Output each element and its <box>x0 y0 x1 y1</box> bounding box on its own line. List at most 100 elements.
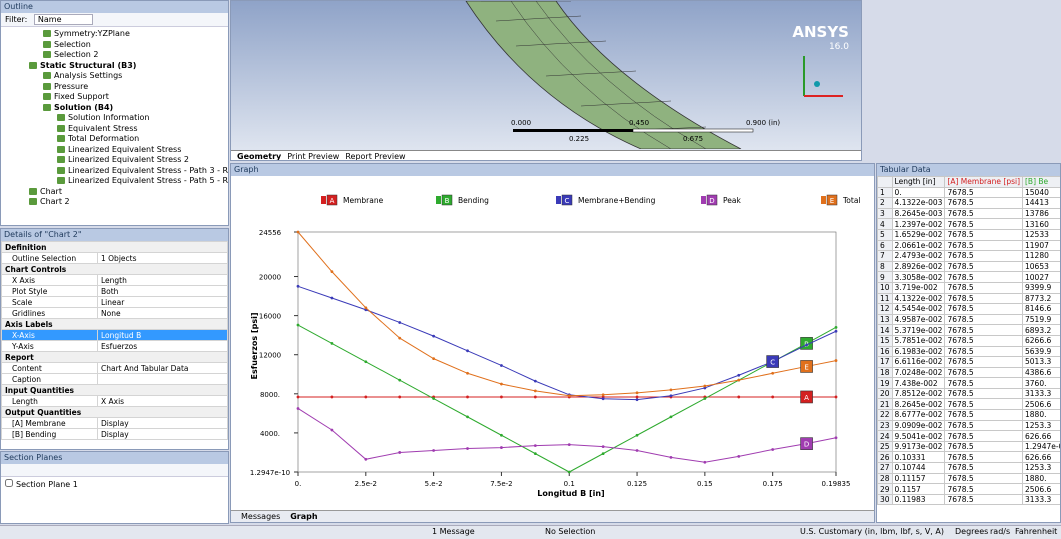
details-section[interactable]: Output Quantities <box>2 407 228 418</box>
details-section[interactable]: Report <box>2 352 228 363</box>
data-point <box>500 383 503 386</box>
table-cell: 1.2947e-0 <box>1023 441 1061 452</box>
tree-item[interactable]: Chart 2 <box>1 197 228 208</box>
data-point <box>835 396 838 399</box>
table-cell: 2.4793e-002 <box>892 251 945 262</box>
tree-item[interactable]: Linearized Equivalent Stress - Path 5 - … <box>1 176 228 187</box>
tree-label: Fixed Support <box>54 92 109 101</box>
table-cell: 5639.9 <box>1023 346 1061 357</box>
view-tab[interactable]: Print Preview <box>287 152 339 161</box>
y-axis-title: Esfuerzos [psi] <box>250 312 259 379</box>
table-cell: 17 <box>878 357 893 368</box>
table-cell: 9.5041e-002 <box>892 431 945 442</box>
header-cell[interactable]: Length [in] <box>892 177 945 188</box>
tree-label: Chart 2 <box>40 197 70 206</box>
legend-swatch <box>436 196 441 204</box>
plot-area <box>298 232 836 472</box>
view-tab[interactable]: Report Preview <box>345 152 405 161</box>
table-cell: 7678.5 <box>945 240 1023 251</box>
table-cell: 3 <box>878 208 893 219</box>
tree-item[interactable]: Solution (B4) <box>1 103 228 114</box>
data-point <box>466 396 469 399</box>
table-cell: 18 <box>878 367 893 378</box>
data-point <box>500 364 503 367</box>
tree-item[interactable]: Chart <box>1 187 228 198</box>
table-cell: 7678.5 <box>945 261 1023 272</box>
details-section[interactable]: Definition <box>2 242 228 253</box>
geometry-body <box>466 1 741 149</box>
tree-item[interactable]: Pressure <box>1 82 228 93</box>
tree-item[interactable]: Equivalent Stress <box>1 124 228 135</box>
table-cell: 3133.3 <box>1023 388 1061 399</box>
legend-letter: D <box>709 197 714 205</box>
tree-item[interactable]: Selection <box>1 40 228 51</box>
table-cell: 13160 <box>1023 219 1061 230</box>
table-cell: 0.11983 <box>892 494 945 505</box>
data-point <box>398 451 401 454</box>
table-cell: 10 <box>878 282 893 293</box>
graph-tab[interactable]: Graph <box>290 512 317 521</box>
data-point <box>737 374 740 377</box>
tree-label: Total Deformation <box>68 134 139 143</box>
tree-item[interactable]: Linearized Equivalent Stress - Path 3 - … <box>1 166 228 177</box>
header-cell <box>878 177 893 188</box>
tree-item[interactable]: Linearized Equivalent Stress 2 <box>1 155 228 166</box>
table-cell: 10027 <box>1023 272 1061 283</box>
legend-label: Membrane+Bending <box>578 196 656 205</box>
filter-dropdown[interactable]: Name <box>34 14 93 25</box>
tree-item[interactable]: Static Structural (B3) <box>1 61 228 72</box>
tree-item[interactable]: Total Deformation <box>1 134 228 145</box>
table-cell: 15 <box>878 335 893 346</box>
data-point <box>466 372 469 375</box>
tree-item[interactable]: Analysis Settings <box>1 71 228 82</box>
details-row[interactable]: Caption <box>2 374 228 385</box>
table-cell: 7678.5 <box>945 441 1023 452</box>
table-cell: 8.6777e-002 <box>892 410 945 421</box>
tree-item[interactable]: Symmetry:YZPlane <box>1 29 228 40</box>
tree-label: Selection 2 <box>54 50 99 59</box>
tree-item[interactable]: Solution Information <box>1 113 228 124</box>
plane-checkbox[interactable] <box>5 479 13 487</box>
status-item: rad/s <box>990 527 1010 536</box>
tree-item[interactable]: Selection 2 <box>1 50 228 61</box>
y-tick-label: 4000. <box>260 430 280 438</box>
details-section[interactable]: Axis Labels <box>2 319 228 330</box>
table-cell: 28 <box>878 473 893 484</box>
property-name: Outline Selection <box>2 253 98 264</box>
header-cell[interactable]: [B] Be <box>1023 177 1061 188</box>
tree-icon <box>57 114 65 121</box>
table-cell: 29 <box>878 484 893 495</box>
details-section[interactable]: Input Quantities <box>2 385 228 396</box>
details-section[interactable]: Chart Controls <box>2 264 228 275</box>
x-tick-label: 5.e-2 <box>425 480 443 488</box>
graph-tab[interactable]: Messages <box>241 512 280 521</box>
table-cell: 7678.5 <box>945 410 1023 421</box>
table-cell: 9.0909e-002 <box>892 420 945 431</box>
data-point <box>771 448 774 451</box>
view-tab[interactable]: Geometry <box>237 152 281 161</box>
plane-item[interactable]: Section Plane 1 <box>5 479 224 489</box>
status-item: Fahrenheit <box>1015 527 1057 536</box>
tree-item[interactable]: Linearized Equivalent Stress <box>1 145 228 156</box>
plane-list: Section Plane 1 <box>1 477 228 491</box>
header-cell[interactable]: [A] Membrane [psi] <box>945 177 1023 188</box>
tree-item[interactable]: Fixed Support <box>1 92 228 103</box>
